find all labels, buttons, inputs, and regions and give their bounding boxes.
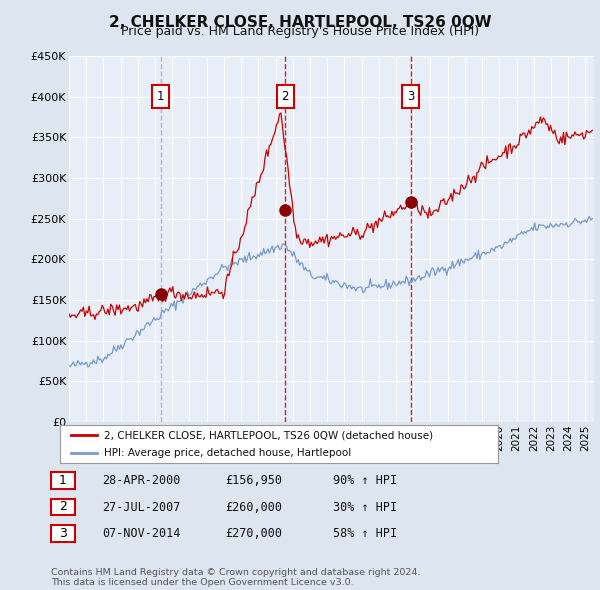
Text: 30% ↑ HPI: 30% ↑ HPI	[333, 501, 397, 514]
Text: Price paid vs. HM Land Registry's House Price Index (HPI): Price paid vs. HM Land Registry's House …	[121, 25, 479, 38]
Text: HPI: Average price, detached house, Hartlepool: HPI: Average price, detached house, Hart…	[104, 448, 351, 458]
Text: 1: 1	[59, 474, 67, 487]
Text: Contains HM Land Registry data © Crown copyright and database right 2024.
This d: Contains HM Land Registry data © Crown c…	[51, 568, 421, 587]
Text: 2, CHELKER CLOSE, HARTLEPOOL, TS26 0QW (detached house): 2, CHELKER CLOSE, HARTLEPOOL, TS26 0QW (…	[104, 430, 433, 440]
Text: 90% ↑ HPI: 90% ↑ HPI	[333, 474, 397, 487]
Text: 2: 2	[281, 90, 289, 103]
Text: £156,950: £156,950	[225, 474, 282, 487]
Text: 3: 3	[59, 527, 67, 540]
Text: 07-NOV-2014: 07-NOV-2014	[102, 527, 181, 540]
Text: 27-JUL-2007: 27-JUL-2007	[102, 501, 181, 514]
Text: 28-APR-2000: 28-APR-2000	[102, 474, 181, 487]
Text: 2, CHELKER CLOSE, HARTLEPOOL, TS26 0QW: 2, CHELKER CLOSE, HARTLEPOOL, TS26 0QW	[109, 15, 491, 30]
Text: 1: 1	[157, 90, 164, 103]
Text: 58% ↑ HPI: 58% ↑ HPI	[333, 527, 397, 540]
Text: 2: 2	[59, 500, 67, 513]
Text: £270,000: £270,000	[225, 527, 282, 540]
Text: £260,000: £260,000	[225, 501, 282, 514]
Text: 3: 3	[407, 90, 415, 103]
